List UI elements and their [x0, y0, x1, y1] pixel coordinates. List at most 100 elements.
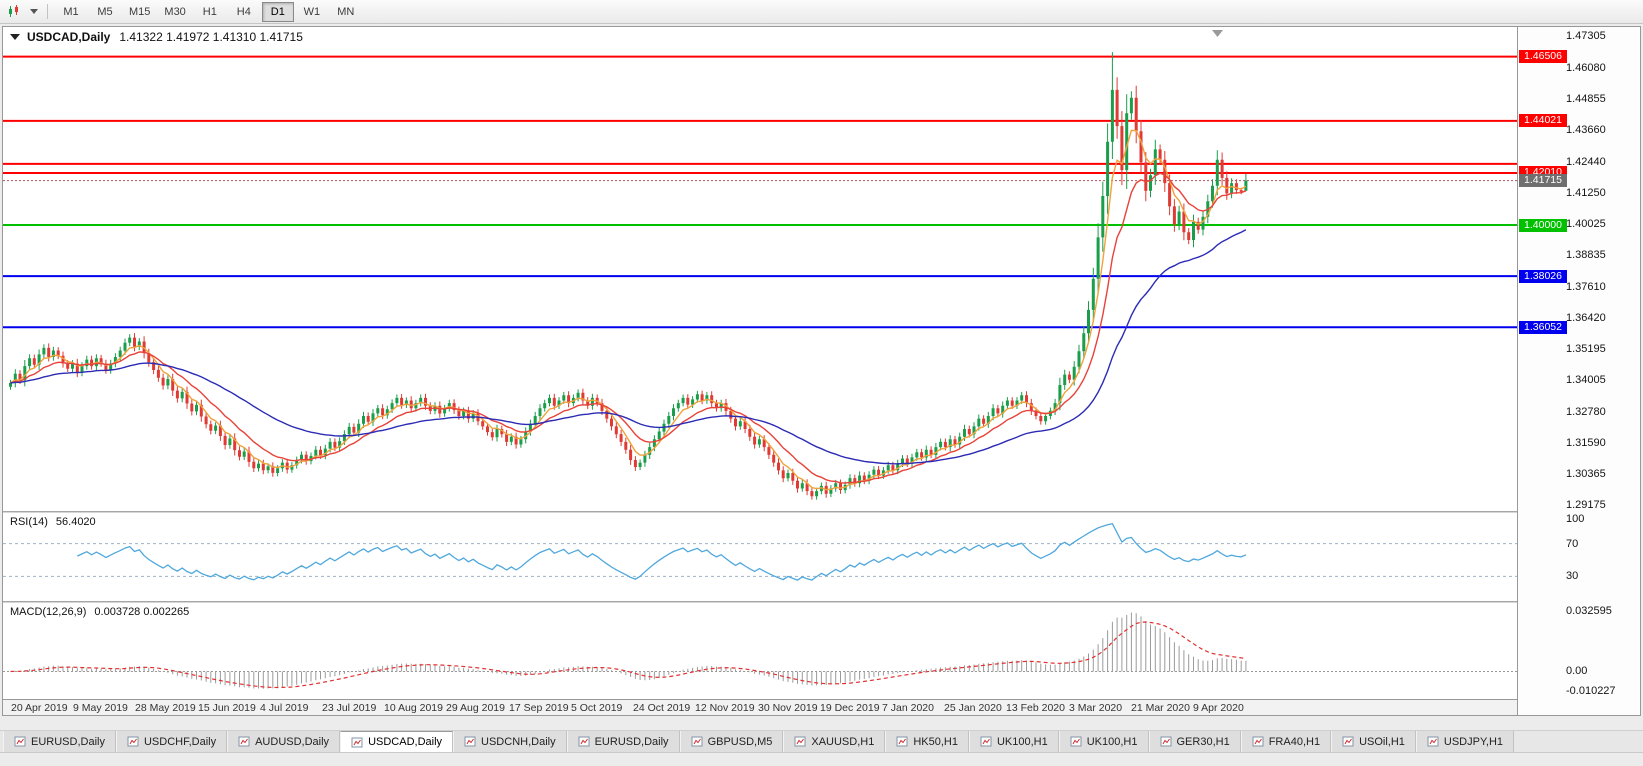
tab-chart-icon: [794, 736, 806, 747]
price-tick: 1.31590: [1566, 436, 1606, 449]
timeframe-button-h1[interactable]: H1: [202, 5, 217, 18]
tab-label: XAUUSD,H1: [811, 735, 875, 748]
price-level-badge: 1.38026: [1519, 269, 1567, 283]
rsi-axis-tick: 70: [1566, 537, 1579, 550]
price-axis[interactable]: 0.032595 0.00 -0.010227 1.47305 1.46080 1.…: [1517, 27, 1640, 715]
timeframe-toolbar: M1 M5 M15 M30 H1 H4 D1 W1 MN: [0, 0, 1643, 24]
date-tick: 15 Jun 2019: [198, 702, 256, 714]
tab-label: USOil,H1: [1359, 735, 1405, 748]
timeframe-button-m30[interactable]: M30: [164, 5, 186, 18]
date-tick: 4 Jul 2019: [260, 702, 309, 714]
tab-label: UK100,H1: [996, 735, 1048, 748]
chart-tab-gbpusd-m5[interactable]: GBPUSD,M5: [679, 731, 784, 752]
tab-label: UK100,H1: [1086, 735, 1138, 748]
pane-splitter[interactable]: [3, 511, 1640, 513]
date-tick: 20 Apr 2019: [11, 702, 68, 714]
chart-tab-usdjpy-h1[interactable]: USDJPY,H1: [1415, 731, 1515, 752]
caret-down-icon: [30, 9, 38, 14]
date-tick: 19 Dec 2019: [820, 702, 880, 714]
tab-chart-icon: [1160, 736, 1171, 747]
tab-label: EURUSD,Daily: [594, 735, 669, 748]
chart-tab-fra40-h1[interactable]: FRA40,H1: [1240, 731, 1332, 752]
price-level-badge: 1.36052: [1519, 320, 1567, 334]
chart-tab-usdcnh-daily[interactable]: USDCNH,Daily: [453, 731, 567, 752]
date-tick: 23 Jul 2019: [322, 702, 377, 714]
price-tick: 1.46080: [1566, 61, 1606, 74]
price-level-badge: 1.40000: [1519, 218, 1567, 232]
chart-tab-usdcad-daily[interactable]: USDCAD,Daily: [340, 731, 454, 752]
chart-tab-uk100-h1[interactable]: UK100,H1: [1058, 731, 1149, 752]
chart-tab-ger30-h1[interactable]: GER30,H1: [1148, 731, 1241, 752]
candlestick-glyph: [9, 5, 18, 17]
tab-chart-icon: [1252, 736, 1264, 747]
price-chart[interactable]: [3, 27, 1517, 511]
price-tick: 1.47305: [1566, 29, 1606, 42]
tab-chart-icon: [464, 736, 476, 747]
chart-tab-hk50-h1[interactable]: HK50,H1: [885, 731, 969, 752]
rsi-line: [77, 522, 1247, 581]
date-tick: 9 May 2019: [73, 702, 128, 714]
chart-tab-eurusd-daily[interactable]: EURUSD,Daily: [3, 731, 116, 752]
tab-chart-icon: [896, 736, 908, 747]
chart-tab-usdchf-daily[interactable]: USDCHF,Daily: [115, 731, 228, 752]
bear-candles: [18, 89, 1243, 497]
timeframe-button-mn[interactable]: MN: [337, 5, 355, 18]
toolbar-separator: [47, 4, 48, 19]
date-tick: 17 Sep 2019: [509, 702, 569, 714]
timeframe-button-m1[interactable]: M1: [63, 5, 79, 18]
timeframe-button-d1[interactable]: D1: [261, 1, 294, 22]
price-tick: 1.34005: [1566, 374, 1606, 387]
price-tick: 1.42440: [1566, 155, 1606, 168]
chart-type-icon[interactable]: [4, 3, 24, 21]
time-axis[interactable]: 20 Apr 2019 9 May 2019 28 May 2019 15 Jun 2…: [3, 699, 1640, 715]
price-tick: 1.35195: [1566, 343, 1606, 356]
date-tick: 30 Nov 2019: [758, 702, 818, 714]
tab-label: USDCNH,Daily: [481, 735, 556, 748]
tab-chart-icon: [351, 737, 363, 747]
chart-type-dropdown-icon[interactable]: [24, 3, 44, 21]
timeframe-button-m5[interactable]: M5: [97, 5, 113, 18]
tab-label: GER30,H1: [1176, 735, 1230, 748]
chart-shift-marker[interactable]: [1212, 30, 1223, 37]
price-level-badge: 1.46506: [1519, 50, 1567, 64]
date-tick: 12 Nov 2019: [695, 702, 755, 714]
date-tick: 3 Mar 2020: [1069, 702, 1123, 714]
tab-label: GBPUSD,M5: [707, 735, 773, 748]
moving-average-ma-slow: [10, 229, 1247, 465]
date-tick: 13 Feb 2020: [1006, 702, 1065, 714]
timeframe-button-h4[interactable]: H4: [236, 5, 251, 18]
moving-average-ma-mid: [10, 172, 1247, 484]
timeframe-button-m15[interactable]: M15: [129, 5, 151, 18]
current-price-badge: 1.41715: [1519, 174, 1567, 188]
date-tick: 24 Oct 2019: [633, 702, 691, 714]
timeframe-button-w1[interactable]: W1: [303, 5, 321, 18]
macd-pane[interactable]: [3, 603, 1517, 699]
price-tick: 1.32780: [1566, 405, 1606, 418]
chart-tab-eurusd-daily[interactable]: EURUSD,Daily: [566, 731, 680, 752]
macd-histogram: [14, 612, 1247, 689]
chart-tab-audusd-daily[interactable]: AUDUSD,Daily: [227, 731, 341, 752]
chart-tab-xauusd-h1[interactable]: XAUUSD,H1: [783, 731, 886, 752]
date-tick: 29 Aug 2019: [446, 702, 505, 714]
chart-tab-uk100-h1[interactable]: UK100,H1: [968, 731, 1059, 752]
tab-chart-icon: [14, 736, 26, 747]
tab-chart-icon: [578, 736, 590, 747]
price-tick: 1.40025: [1566, 218, 1606, 231]
tab-chart-icon: [127, 736, 139, 747]
tab-label: EURUSD,Daily: [31, 735, 105, 748]
price-level-badge: 1.44021: [1519, 114, 1567, 128]
macd-axis-bottom: -0.010227: [1566, 685, 1616, 697]
date-tick: 5 Oct 2019: [571, 702, 623, 714]
date-tick: 7 Jan 2020: [882, 702, 934, 714]
bull-candles: [9, 89, 1248, 497]
chart-tab-usoil-h1[interactable]: USOil,H1: [1331, 731, 1416, 752]
chart-tab-bar: EURUSD,Daily USDCHF,Daily AUDUSD,Daily USDC…: [0, 730, 1643, 753]
pane-splitter[interactable]: [3, 601, 1640, 603]
price-tick: 1.41250: [1566, 186, 1606, 199]
rsi-pane[interactable]: [3, 513, 1517, 601]
tab-chart-icon: [980, 736, 992, 747]
moving-average-ma-fast: [10, 129, 1247, 491]
tab-label: USDJPY,H1: [1443, 735, 1504, 748]
tab-label: USDCHF,Daily: [143, 735, 217, 748]
macd-axis-top: 0.032595: [1566, 605, 1612, 617]
